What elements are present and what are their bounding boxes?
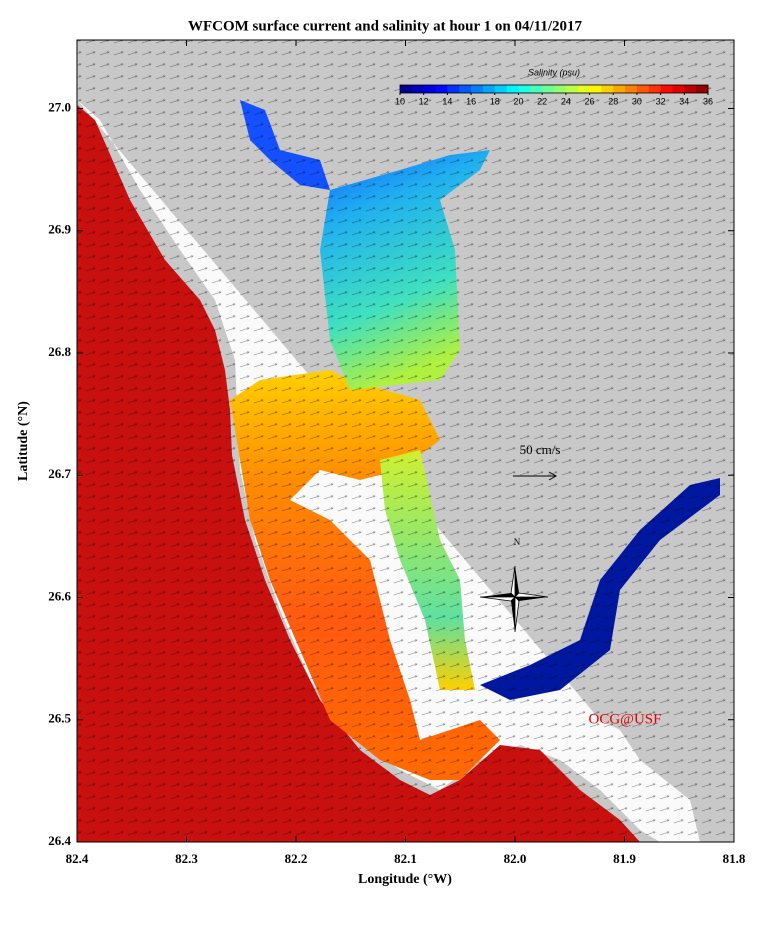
scale-arrow (513, 471, 558, 481)
colorbar-label: Salinity (psu) (528, 67, 580, 77)
colorbar-cell (684, 85, 697, 93)
colorbar-tick-label: 36 (703, 96, 713, 106)
y-axis-label: Latitude (°N) (16, 401, 31, 481)
colorbar-cell (636, 85, 650, 93)
colorbar-cell (660, 85, 673, 93)
colorbar-tick-label: 20 (513, 96, 523, 106)
compass (479, 565, 549, 633)
colorbar-tick-label: 12 (419, 96, 429, 106)
colorbar-cell (435, 85, 448, 93)
x-tick-label: 81.9 (613, 851, 636, 866)
y-tick-label: 26.7 (48, 466, 71, 481)
x-tick-label: 82.2 (285, 851, 308, 866)
colorbar-tick-label: 10 (395, 96, 405, 106)
x-tick-label: 82.4 (66, 851, 89, 866)
scale-label: 50 cm/s (520, 442, 561, 457)
x-tick-label: 82.0 (504, 851, 527, 866)
y-tick-label: 26.6 (48, 588, 71, 603)
colorbar-tick-label: 24 (561, 96, 571, 106)
colorbar-cell (530, 85, 543, 93)
colorbar-cell (411, 85, 425, 93)
colorbar-tick-label: 18 (490, 96, 500, 106)
credit: OCG@USF (588, 711, 661, 727)
colorbar-cell (648, 85, 662, 93)
x-tick-label: 81.8 (723, 851, 746, 866)
title: WFCOM surface current and salinity at ho… (188, 18, 583, 34)
colorbar-cell (459, 85, 472, 93)
colorbar-cell (577, 85, 591, 93)
colorbar-cell (613, 85, 626, 93)
colorbar-tick-label: 14 (442, 96, 452, 106)
colorbar-cell (554, 85, 567, 93)
colorbar-cell (696, 85, 709, 93)
colorbar-cell (625, 85, 638, 93)
colorbar-tick-label: 26 (585, 96, 595, 106)
colorbar-tick-label: 22 (537, 96, 547, 106)
x-tick-label: 82.1 (394, 851, 417, 866)
y-tick-label: 26.5 (48, 711, 71, 726)
colorbar-frame (399, 84, 709, 94)
north-label: N (514, 537, 521, 547)
colorbar-tick-label: 30 (632, 96, 642, 106)
colorbar-cell (672, 85, 685, 93)
colorbar-cell (542, 85, 555, 93)
y-tick-label: 27.0 (48, 99, 71, 114)
y-tick-label: 26.9 (48, 222, 71, 237)
water (77, 40, 734, 842)
colorbar-cell (565, 85, 579, 93)
colorbar-cell (400, 85, 413, 93)
colorbar: 10 12 14 16 18 20 22 24 26 28 30 32 34 36 (395, 84, 713, 106)
colorbar-tick-label: 32 (656, 96, 666, 106)
colorbar-cell (447, 85, 460, 93)
colorbar-cell (471, 85, 484, 93)
colorbar-cell (423, 85, 437, 93)
x-tick-label: 82.3 (175, 851, 198, 866)
x-axis-label: Longitude (°W) (358, 872, 452, 887)
y-tick-label: 26.4 (48, 833, 71, 848)
colorbar-cell (482, 85, 496, 93)
colorbar-cell (589, 85, 602, 93)
colorbar-cell (518, 85, 531, 93)
y-tick-label: 26.8 (48, 344, 71, 359)
colorbar-tick-label: 34 (679, 96, 689, 106)
colorbar-cell (601, 85, 614, 93)
colorbar-tick-label: 16 (466, 96, 476, 106)
colorbar-cell (494, 85, 508, 93)
colorbar-cell (506, 85, 519, 93)
colorbar-tick-label: 28 (608, 96, 618, 106)
